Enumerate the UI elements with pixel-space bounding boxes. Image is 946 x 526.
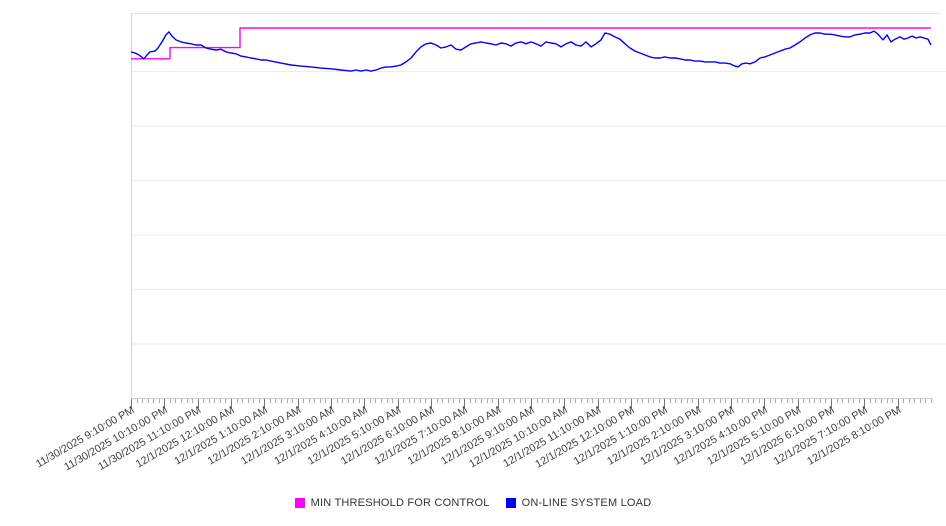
system-load-line: [130, 30, 932, 72]
legend-item-system-load: ON-LINE SYSTEM LOAD: [505, 497, 652, 509]
legend-swatch-system-load-icon: [505, 498, 516, 508]
legend-swatch-min-threshold-icon: [294, 498, 305, 508]
min-threshold-line: [131, 27, 931, 60]
legend-label-min-threshold: MIN THRESHOLD FOR CONTROL: [310, 497, 490, 509]
chart-legend: MIN THRESHOLD FOR CONTROL ON-LINE SYSTEM…: [0, 497, 946, 509]
legend-label-system-load: ON-LINE SYSTEM LOAD: [521, 497, 652, 509]
legend-item-min-threshold: MIN THRESHOLD FOR CONTROL: [294, 497, 490, 509]
